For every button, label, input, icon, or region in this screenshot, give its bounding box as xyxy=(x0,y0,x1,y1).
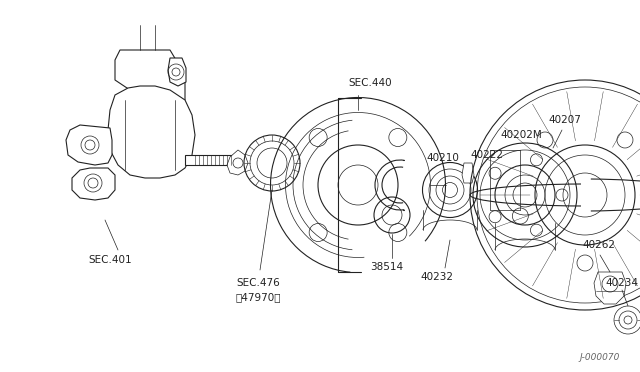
Text: SEC.440: SEC.440 xyxy=(348,78,392,88)
Text: J-000070: J-000070 xyxy=(580,353,620,362)
Text: 38514: 38514 xyxy=(370,262,403,272)
Text: 40262: 40262 xyxy=(582,240,615,250)
Polygon shape xyxy=(66,125,112,165)
Text: （47970）: （47970） xyxy=(236,292,282,302)
Polygon shape xyxy=(108,86,195,178)
Text: 40234: 40234 xyxy=(605,278,638,288)
Text: 40232: 40232 xyxy=(420,272,453,282)
Text: 40210: 40210 xyxy=(426,153,459,163)
Text: 40202M: 40202M xyxy=(500,130,541,140)
Polygon shape xyxy=(594,272,626,304)
Text: SEC.476: SEC.476 xyxy=(236,278,280,288)
Polygon shape xyxy=(168,58,186,86)
Polygon shape xyxy=(227,150,248,175)
Text: 40222: 40222 xyxy=(470,150,503,160)
Text: 40207: 40207 xyxy=(548,115,581,125)
Polygon shape xyxy=(115,50,185,110)
Polygon shape xyxy=(72,168,115,200)
Polygon shape xyxy=(462,163,474,183)
Polygon shape xyxy=(185,155,240,165)
Text: SEC.401: SEC.401 xyxy=(88,255,132,265)
